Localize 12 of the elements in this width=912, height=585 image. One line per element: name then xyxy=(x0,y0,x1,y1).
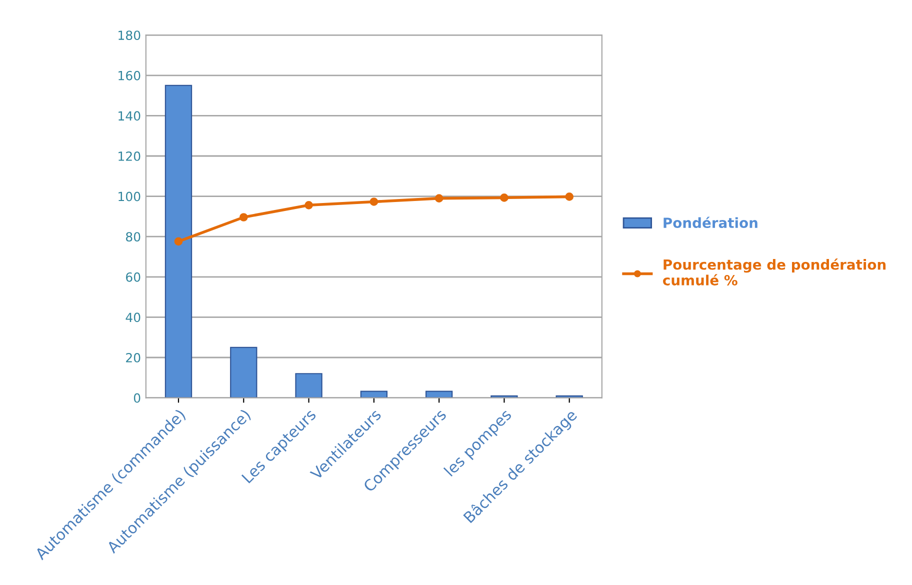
y-tick-label: 0 xyxy=(134,393,140,403)
y-tick-label: 180 xyxy=(118,30,140,40)
y-tick-label: 120 xyxy=(118,151,140,161)
y-tick-label: 160 xyxy=(118,70,140,80)
y-tick-label: 20 xyxy=(126,352,140,362)
legend-label: Pondération xyxy=(664,216,758,228)
y-tick-label: 80 xyxy=(126,232,140,242)
y-tick-label: 140 xyxy=(118,111,140,121)
y-tick-label: 60 xyxy=(126,272,140,282)
y-tick-label: 100 xyxy=(118,192,140,202)
legend-label: Pourcentage de pondération cumulé % xyxy=(663,258,886,286)
y-tick-label: 40 xyxy=(126,312,140,322)
